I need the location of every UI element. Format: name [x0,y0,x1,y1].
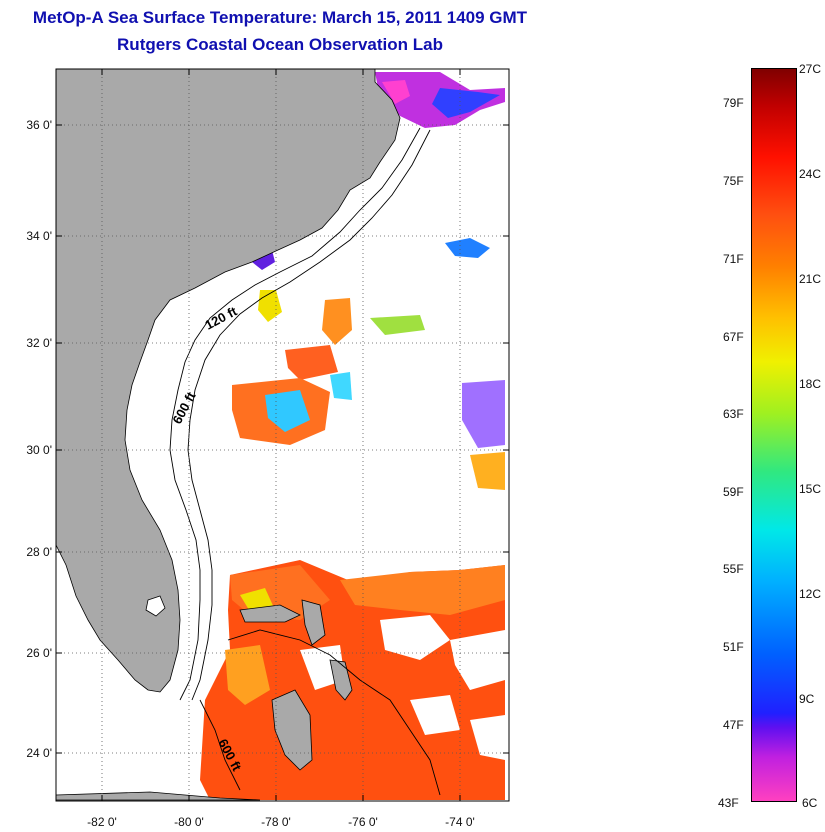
colorbar-f-label: 79F [723,96,744,110]
colorbar-f-label: 75F [723,174,744,188]
island-abaco [301,599,326,646]
colorbar-c-label: 9C [799,692,815,706]
colorbar-f-label: 51F [723,640,744,654]
lon-label: -80 0' [174,815,204,829]
lon-label: -74 0' [445,815,475,829]
colorbar-c-label: 6C [802,796,818,810]
map-title: MetOp-A Sea Surface Temperature: March 1… [32,8,528,27]
colorbar-f-label: 43F [718,796,739,810]
lon-label: -76 0' [348,815,378,829]
lat-label: 26 0' [26,646,52,660]
frame-ticks [56,69,509,801]
colorbar-f-label: 55F [723,562,744,576]
land [55,68,401,801]
lat-label: 34 0' [26,229,52,243]
colorbar-c-label: 21C [799,272,822,286]
colorbar-c-label: 12C [799,587,822,601]
depth-contours [169,127,441,796]
colorbar-c-label: 15C [799,482,822,496]
lake-okeechobee [145,595,166,617]
colorbar-f-label: 59F [723,485,744,499]
lat-label: 28 0' [26,545,52,559]
colorbar-c-label: 24C [799,167,822,181]
lat-label: 36 0' [26,118,52,132]
lon-label: -78 0' [261,815,291,829]
lon-label: -82 0' [87,815,117,829]
contour-600ft [187,129,431,701]
lat-label: 24 0' [26,746,52,760]
island-andros [271,689,313,771]
lat-label: 32 0' [26,336,52,350]
colorbar-f-label: 63F [723,407,744,421]
colorbar-f-label: 67F [723,330,744,344]
contour-bahamas-bank [227,629,441,796]
island-grand-bahama [239,604,301,623]
us-coast-land [55,68,401,693]
colorbar-c-label: 18C [799,377,822,391]
lat-label: 30 0' [26,443,52,457]
contour-120ft [169,127,421,701]
map-subtitle: Rutgers Coastal Ocean Observation Lab [117,35,443,54]
temperature-colorbar [751,68,797,802]
colorbar-f-label: 71F [723,252,744,266]
island-eleuthera [329,659,353,701]
colorbar-f-label: 47F [723,718,744,732]
colorbar-c-label: 27C [799,62,822,76]
